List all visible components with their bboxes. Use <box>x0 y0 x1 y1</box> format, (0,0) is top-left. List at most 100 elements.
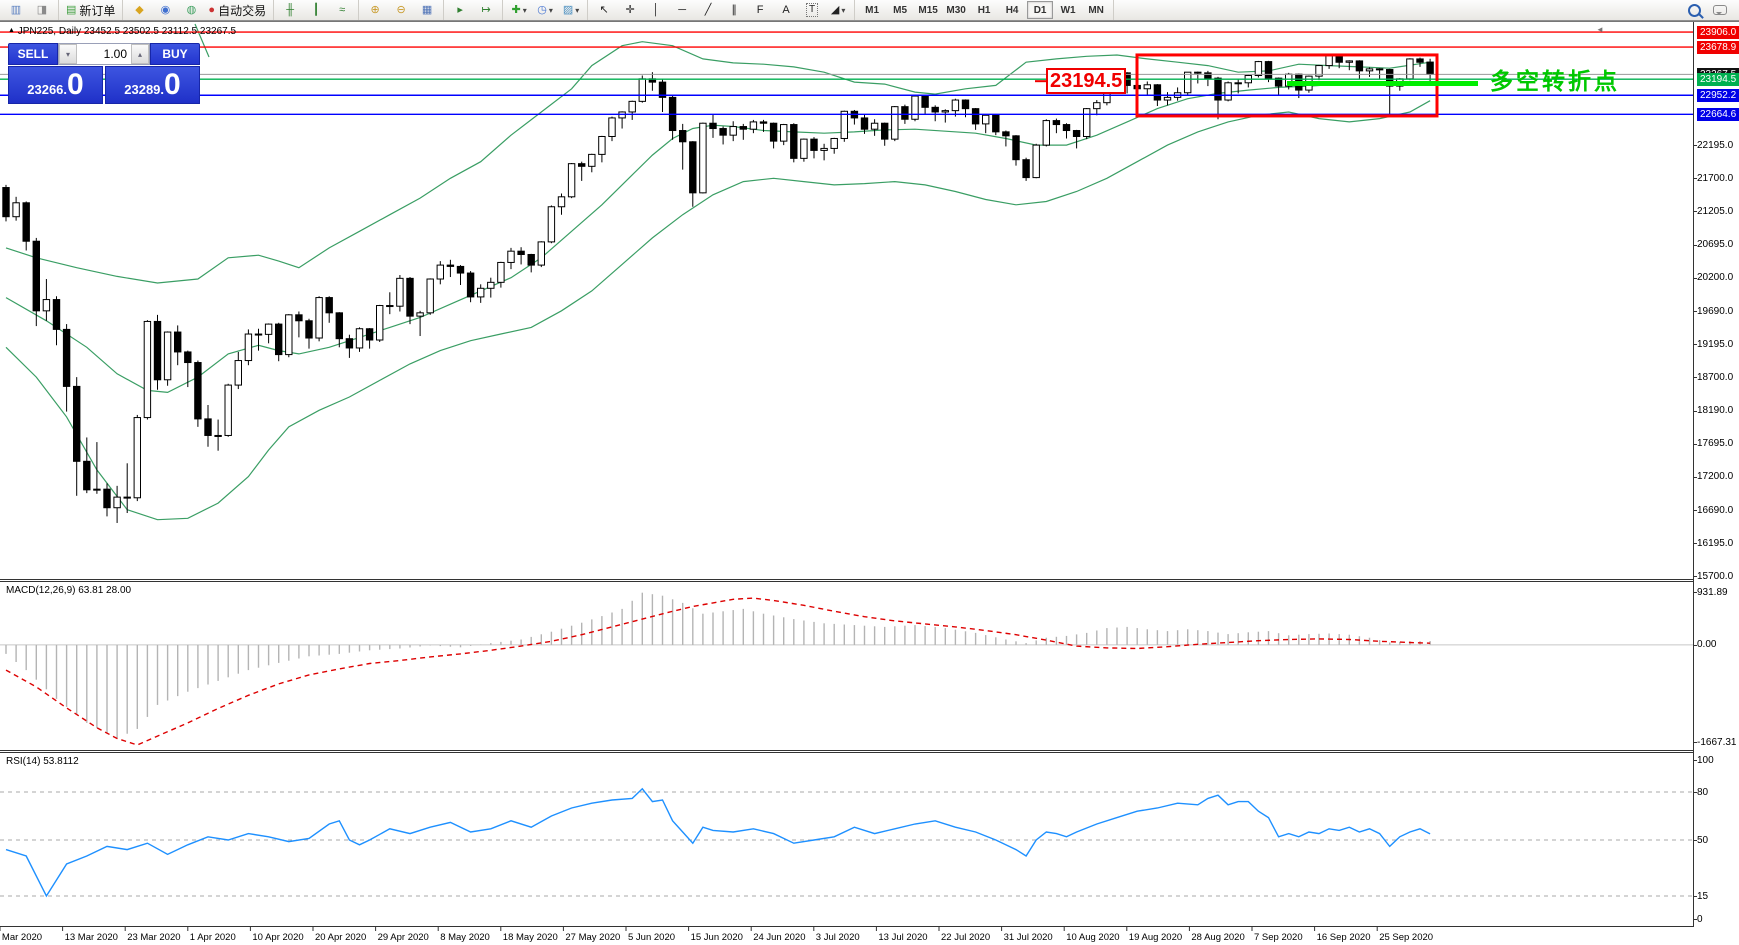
candle-body <box>820 147 828 151</box>
zoom-out-button[interactable]: ⊖ <box>389 0 413 20</box>
price-callout-label[interactable]: 23194.5 <box>1046 68 1127 94</box>
date-label: 27 May 2020 <box>565 932 621 943</box>
chevron-down-icon[interactable]: ▾ <box>575 5 580 15</box>
cursor-button[interactable]: ↖ <box>592 0 616 20</box>
tile-windows-button[interactable]: ▦ <box>415 0 439 20</box>
price-label-support-2: 22664.6 <box>1697 107 1739 121</box>
candle-body <box>315 297 323 339</box>
chevron-down-icon[interactable]: ▾ <box>841 5 846 15</box>
chart-shift-button[interactable]: ▸ <box>448 0 472 20</box>
candle-body <box>1052 120 1061 126</box>
candle-body <box>12 202 20 218</box>
candle-body <box>537 241 545 266</box>
fibonacci-button[interactable]: F <box>748 0 772 20</box>
templates-button[interactable]: ▨ ▾ <box>559 0 583 20</box>
bar-chart-button[interactable]: ╫ <box>278 0 302 20</box>
volume-stepper: ▾ 1.00 ▴ <box>58 43 150 65</box>
candle-body <box>1022 159 1030 179</box>
chart-title-text: JPN225, Daily 23452.5 23502.5 23112.5 23… <box>17 26 237 37</box>
date-label: 28 Aug 2020 <box>1191 932 1245 943</box>
metaquotes-button[interactable]: ◆ <box>127 0 151 20</box>
timeframe-m5-button[interactable]: M5 <box>893 4 908 16</box>
signals-button[interactable]: ◍ <box>179 0 203 20</box>
axis-tick <box>1693 742 1697 743</box>
volume-decrease-button[interactable]: ▾ <box>59 44 77 64</box>
experts-button[interactable]: ◉ <box>153 0 177 20</box>
zoom-in-button[interactable]: ⊕ <box>363 0 387 20</box>
sell-button[interactable]: SELL <box>8 43 58 65</box>
candle-body <box>133 417 142 499</box>
charts-bar-button[interactable]: ▥ <box>4 0 28 20</box>
trend-turning-point-label[interactable]: 多空转折点 <box>1490 69 1620 94</box>
indicators-button[interactable]: ✚ ▾ <box>507 0 531 20</box>
volume-increase-button[interactable]: ▴ <box>131 44 149 64</box>
trendline-button[interactable]: ╱ <box>696 0 720 20</box>
buy-price-box[interactable]: 23289. 0 <box>105 66 200 104</box>
line-chart-button[interactable]: ≈ <box>330 0 354 20</box>
buy-button[interactable]: BUY <box>150 43 200 65</box>
candlestick-chart-button[interactable]: ┃ <box>304 0 328 20</box>
autotrading-label: 自动交易 <box>218 3 267 18</box>
candle-body <box>234 360 243 386</box>
candle-body <box>1143 84 1151 90</box>
timeframe-h4-button[interactable]: H4 <box>1005 4 1019 16</box>
timeframe-w1-button[interactable]: W1 <box>1060 4 1076 16</box>
timeframe-m1-button[interactable]: M1 <box>865 4 880 16</box>
candle-body <box>264 323 273 335</box>
candle-body <box>567 163 576 198</box>
price-tick-label: 20200.0 <box>1697 272 1734 284</box>
rsi-separator[interactable] <box>0 750 1694 751</box>
candle-body <box>658 81 667 98</box>
date-label: 24 Jun 2020 <box>753 932 806 943</box>
periods-icon: ◷ <box>537 4 547 16</box>
text-button[interactable]: A <box>774 0 798 20</box>
axis-tick <box>1693 377 1697 379</box>
timeframe-m15-button[interactable]: M15 <box>918 4 938 16</box>
profiles-button[interactable]: ◨ <box>30 0 54 20</box>
candle-body <box>1375 68 1384 71</box>
auto-scroll-button[interactable]: ↦ <box>474 0 498 20</box>
date-label: 3 Jul 2020 <box>815 932 860 943</box>
date-label: 29 Apr 2020 <box>377 932 429 943</box>
candle-body <box>931 106 939 113</box>
search-icon[interactable] <box>1688 3 1701 17</box>
crosshair-button[interactable]: ✛ <box>618 0 642 20</box>
axis-tick <box>1693 840 1697 841</box>
chevron-down-icon[interactable]: ▾ <box>522 5 527 15</box>
candle-body <box>911 95 919 120</box>
timeframe-m30-button[interactable]: M30 <box>946 4 966 16</box>
timeframe-toolbar: M1 M5 M15 M30 H1 H4 D1 W1 MN <box>855 0 1115 20</box>
new-order-button[interactable]: ▤ 新订单 <box>63 0 118 20</box>
periods-button[interactable]: ◷ ▾ <box>533 0 557 20</box>
autotrading-button[interactable]: ● 自动交易 <box>205 0 269 20</box>
chevron-down-icon[interactable]: ▾ <box>548 5 553 15</box>
axis-tick <box>1693 244 1697 246</box>
timeframe-h1-button[interactable]: H1 <box>977 4 991 16</box>
volume-input[interactable]: 1.00 <box>103 47 127 61</box>
label-icon: T <box>806 3 819 17</box>
timeframe-d1-button[interactable]: D1 <box>1027 1 1054 19</box>
candle-body <box>1153 84 1162 101</box>
date-label: 4 Mar 2020 <box>0 932 43 943</box>
vertical-line-button[interactable]: │ <box>644 0 668 20</box>
sell-price-box[interactable]: 23266. 0 <box>8 66 103 104</box>
price-tick-label: 17200.0 <box>1697 471 1734 483</box>
label-button[interactable]: T <box>800 0 824 20</box>
candle-body <box>244 333 253 362</box>
arrows-icon: ◢ <box>830 4 840 16</box>
horizontal-line-button[interactable]: ─ <box>670 0 694 20</box>
chat-icon[interactable] <box>1713 5 1727 15</box>
price-tick-label: 16690.0 <box>1697 504 1734 516</box>
candle-body <box>52 299 61 330</box>
channel-button[interactable]: ∥ <box>722 0 746 20</box>
arrows-button[interactable]: ◢ ▾ <box>826 0 850 20</box>
macd-separator2 <box>0 581 1694 582</box>
toolbar-group: ▸ ↦ <box>444 0 504 20</box>
candle-body <box>184 351 192 364</box>
candle-body <box>1083 108 1091 137</box>
macd-separator[interactable] <box>0 579 1694 580</box>
timeframe-mn-button[interactable]: MN <box>1088 4 1104 16</box>
rsi-line <box>5 787 1431 898</box>
price-tick-label: 18190.0 <box>1697 405 1734 417</box>
